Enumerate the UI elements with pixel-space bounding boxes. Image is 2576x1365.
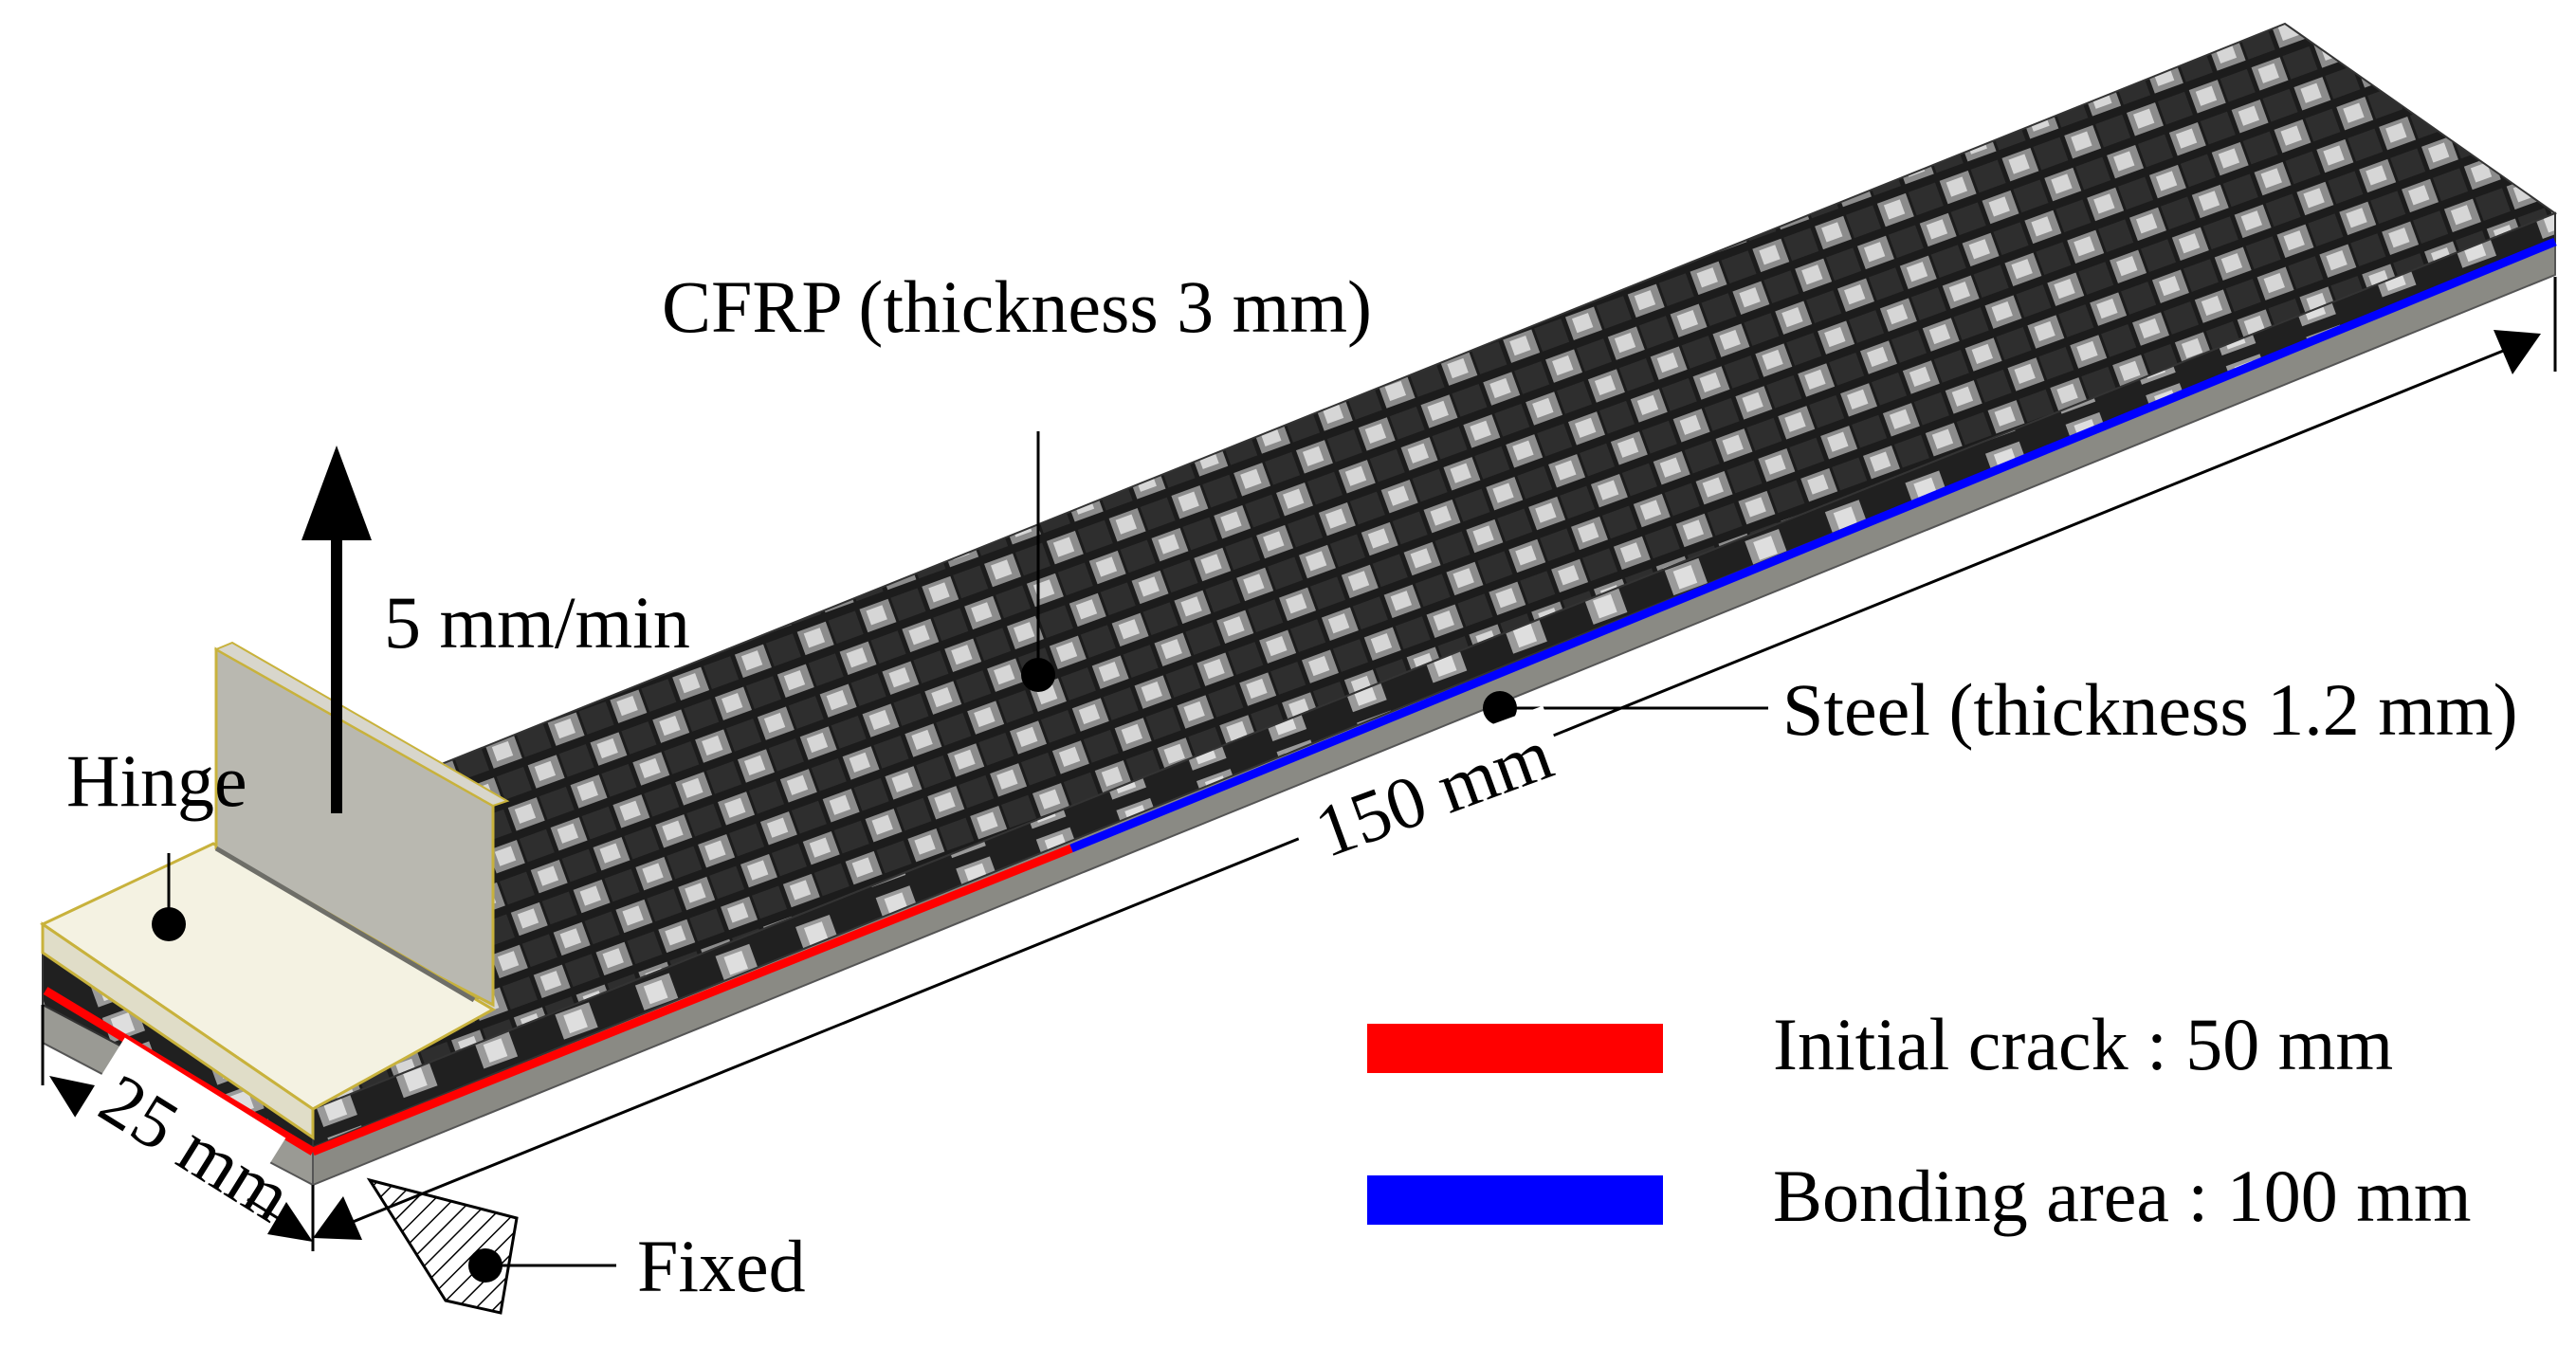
steel-label: Steel (thickness 1.2 mm) — [1782, 668, 2518, 751]
legend-bonding-swatch — [1367, 1175, 1663, 1225]
load-arrow-head — [301, 446, 372, 540]
legend: Initial crack : 50 mm Bonding area : 100… — [1367, 1003, 2472, 1237]
width-arrow-head-end — [267, 1202, 313, 1242]
legend-crack-swatch — [1367, 1024, 1663, 1073]
fixed-support — [366, 1177, 519, 1315]
hinge-label: Hinge — [66, 739, 247, 822]
fixed-leader-dot — [468, 1248, 502, 1283]
hinge-leader-dot — [152, 907, 186, 941]
crack-line-front — [43, 987, 316, 1156]
cfrp-leader-dot — [1021, 658, 1055, 692]
hinge — [39, 641, 510, 1140]
legend-bonding-label: Bonding area : 100 mm — [1773, 1155, 2472, 1237]
steel-leader-dot — [1483, 691, 1517, 725]
fixed-label: Fixed — [637, 1225, 806, 1307]
width-arrow-head-start — [49, 1076, 95, 1119]
speed-label: 5 mm/min — [384, 581, 690, 664]
length-arrow-head-end — [2494, 330, 2541, 374]
bonding-line — [1069, 237, 2557, 853]
hinge-plate-edge — [213, 641, 510, 808]
cfrp-label: CFRP (thickness 3 mm) — [662, 265, 1372, 348]
hinge-fold-line — [214, 846, 476, 1003]
length-label-gap — [1284, 705, 1589, 925]
legend-crack-label: Initial crack : 50 mm — [1773, 1003, 2393, 1085]
length-arrow-head-start — [313, 1196, 362, 1240]
width-label-gap — [74, 1037, 286, 1219]
hinge-base-front — [41, 921, 315, 1140]
crack-line-side — [311, 844, 1073, 1156]
